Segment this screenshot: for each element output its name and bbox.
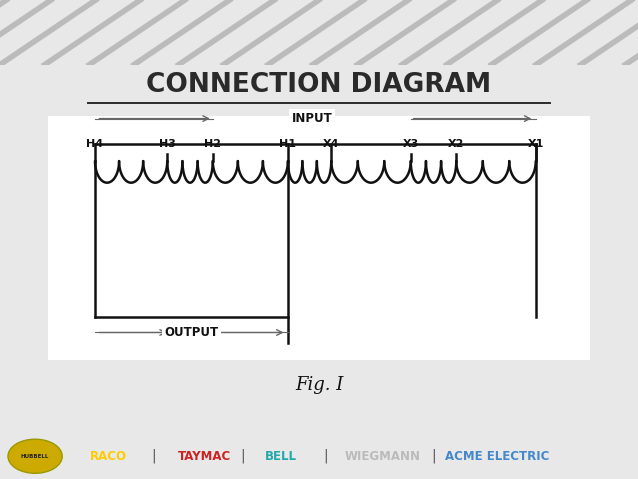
Text: BELL: BELL [265, 450, 297, 463]
Text: TAYMAC: TAYMAC [177, 450, 231, 463]
Text: Fig. I: Fig. I [295, 376, 343, 394]
Text: H3: H3 [159, 138, 175, 148]
Text: INPUT: INPUT [292, 112, 332, 125]
Text: OUTPUT: OUTPUT [165, 326, 219, 339]
Text: ACME ELECTRIC: ACME ELECTRIC [445, 450, 550, 463]
Text: X1: X1 [528, 138, 544, 148]
Text: WIEGMANN: WIEGMANN [345, 450, 421, 463]
Text: X4: X4 [323, 138, 339, 148]
Text: X2: X2 [448, 138, 464, 148]
Text: X3: X3 [403, 138, 419, 148]
Text: H4: H4 [86, 138, 103, 148]
Text: H1: H1 [279, 138, 297, 148]
Text: H2: H2 [204, 138, 221, 148]
Text: |: | [431, 449, 436, 464]
Text: CONNECTION DIAGRAM: CONNECTION DIAGRAM [147, 71, 491, 98]
FancyBboxPatch shape [48, 116, 590, 360]
Text: |: | [323, 449, 328, 464]
Ellipse shape [8, 439, 63, 473]
Text: RACO: RACO [90, 450, 127, 463]
Text: |: | [151, 449, 156, 464]
Text: |: | [240, 449, 245, 464]
Text: HUBBELL: HUBBELL [21, 454, 49, 459]
